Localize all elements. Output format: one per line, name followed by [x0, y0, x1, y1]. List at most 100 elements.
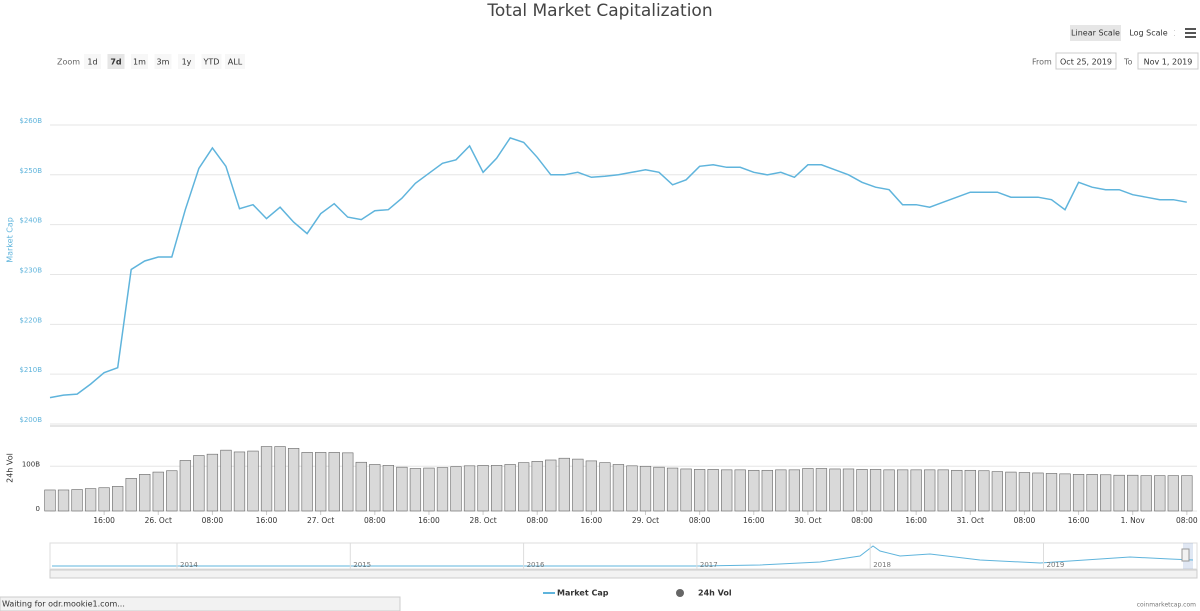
x-tick-label: 08:00 [526, 516, 548, 525]
volume-bar [585, 460, 597, 512]
x-tick-label: 16:00 [905, 516, 927, 525]
zoom-button[interactable] [131, 54, 148, 69]
volume-bar [964, 469, 976, 512]
y2-axis-label: 24h Vol [6, 453, 15, 483]
volume-bar [220, 449, 232, 512]
volume-bar [572, 458, 584, 512]
x-tick-label: 16:00 [418, 516, 440, 525]
volume-bar [396, 466, 408, 512]
x-tick-label: 1. Nov [1121, 516, 1146, 525]
volume-bar [748, 469, 760, 512]
volume-bar [193, 455, 205, 512]
volume-bar [287, 448, 300, 512]
x-tick-label: 27. Oct [307, 516, 334, 525]
volume-bar [842, 468, 855, 512]
navigator [49, 542, 1198, 570]
menu-icon[interactable] [1185, 28, 1196, 38]
zoom-button-label[interactable]: 3m [157, 58, 170, 67]
legend-label[interactable]: 24h Vol [698, 589, 732, 598]
volume-bar [1045, 473, 1058, 512]
legend-symbol [676, 589, 684, 597]
volume-bar [639, 465, 652, 512]
volume-bar [1154, 475, 1166, 512]
volume-bar [978, 470, 990, 512]
volume-bar [98, 487, 110, 512]
volume-bar [315, 452, 327, 512]
volume-bar [666, 467, 679, 512]
zoom-button[interactable] [201, 54, 222, 69]
zoom-button[interactable] [225, 54, 245, 69]
volume-bar [653, 466, 665, 512]
y-tick-label: $250B [19, 167, 42, 175]
zoom-button[interactable] [178, 54, 195, 69]
scale-button-label[interactable]: Log Scale [1129, 29, 1167, 38]
from-label: From [1032, 58, 1052, 67]
volume-bar [897, 469, 909, 512]
scale-button[interactable] [1070, 25, 1121, 41]
volume-bar [721, 469, 733, 512]
volume-bar [139, 474, 151, 512]
navigator-year: 2014 [180, 561, 198, 569]
y-tick-label: $230B [19, 266, 42, 274]
x-tick-label: 08:00 [1014, 516, 1036, 525]
zoom-button-label[interactable]: 1d [87, 58, 97, 67]
x-tick-label: 31. Oct [957, 516, 984, 525]
volume-bar [1005, 471, 1017, 512]
zoom-button[interactable] [107, 54, 125, 69]
zoom-button[interactable] [84, 54, 101, 69]
y-tick-label: $210B [19, 366, 42, 374]
volume-bar [1140, 475, 1152, 512]
legend-label[interactable]: Market Cap [557, 589, 609, 598]
volume-bar [57, 489, 70, 512]
zoom-button-label[interactable]: YTD [203, 58, 220, 67]
x-tick-label: 26. Oct [145, 516, 172, 525]
volume-bar [1072, 474, 1085, 512]
x-tick-label: 08:00 [202, 516, 224, 525]
volume-bar [1086, 474, 1098, 512]
x-tick-label: 30. Oct [794, 516, 821, 525]
navigator-handle[interactable] [1181, 548, 1190, 562]
zoom-button-label[interactable]: 7d [110, 58, 122, 67]
to-value[interactable]: Nov 1, 2019 [1144, 58, 1193, 67]
zoom-button[interactable] [154, 54, 172, 69]
zoom-button-label[interactable]: 1y [182, 58, 192, 67]
volume-bar [937, 469, 949, 512]
credit[interactable]: coinmarketcap.com [1137, 602, 1196, 609]
to-input[interactable] [1137, 52, 1199, 70]
from-input[interactable] [1055, 52, 1117, 70]
scale-button[interactable] [1123, 25, 1174, 41]
volume-bar [788, 469, 801, 512]
volume-bar [423, 467, 435, 512]
scrollbar[interactable] [49, 569, 1198, 579]
volume-bar [84, 488, 97, 512]
volume-bar [355, 461, 367, 512]
volume-bar [802, 468, 814, 512]
x-tick-label: 16:00 [743, 516, 765, 525]
zoom-button-label[interactable]: ALL [228, 58, 243, 67]
volume-bar [490, 465, 503, 512]
volume-bar [924, 469, 936, 512]
volume-bar [1100, 474, 1112, 512]
x-tick-label: 16:00 [1068, 516, 1090, 525]
volume-bar [626, 465, 638, 512]
volume-bar [328, 452, 340, 512]
from-value[interactable]: Oct 25, 2019 [1060, 58, 1112, 67]
scale-button-label[interactable]: Linear Scale [1071, 29, 1120, 38]
volume-bar [247, 450, 259, 512]
y2-tick-label: 100B [22, 460, 40, 468]
y-axis-label: Market Cap [6, 217, 15, 263]
volume-bar [1167, 475, 1179, 512]
volume-bar [558, 457, 570, 512]
x-tick-label: 08:00 [851, 516, 873, 525]
volume-bar [260, 446, 273, 512]
volume-bar [531, 461, 543, 512]
zoom-button-label[interactable]: 1m [133, 58, 146, 67]
y-tick-label: $220B [19, 316, 42, 324]
volume-bar [1127, 474, 1139, 512]
volume-bar [869, 469, 882, 512]
y-tick-label: $200B [19, 416, 42, 424]
navigator-year: 2016 [527, 561, 545, 569]
x-tick-label: 16:00 [256, 516, 278, 525]
volume-bar [112, 486, 124, 512]
volume-bar [369, 464, 381, 512]
